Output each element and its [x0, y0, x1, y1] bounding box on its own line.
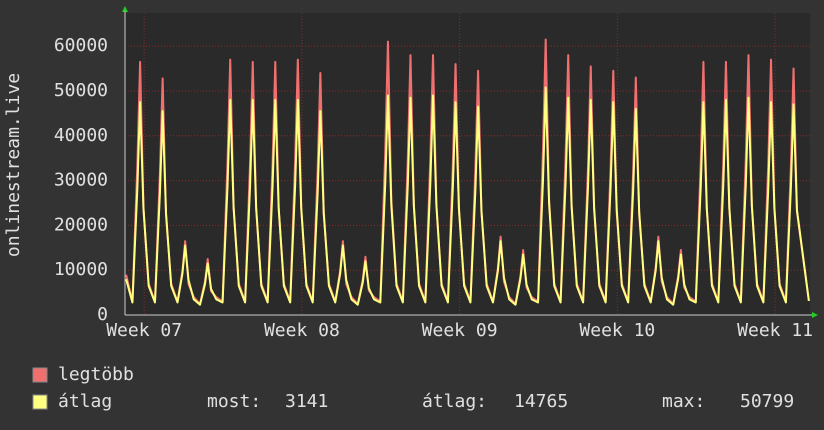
x-arrow — [812, 312, 818, 318]
stat-label: átlag: — [422, 391, 487, 412]
stat-value: 50799 — [740, 391, 794, 412]
y-tick-label: 0 — [97, 304, 108, 325]
stat-label: max: — [662, 391, 705, 412]
legend-swatch — [32, 367, 48, 383]
y-tick-label: 10000 — [54, 259, 108, 280]
legend-label: legtöbb — [58, 364, 134, 385]
y-tick-label: 30000 — [54, 170, 108, 191]
legend: legtöbb átlag most: 3141 átlag: 14765 max: 5079… — [32, 364, 794, 412]
legend-label: átlag — [58, 391, 112, 412]
y-axis-label: onlinestream.live — [3, 73, 24, 257]
stat-value: 3141 — [285, 391, 328, 412]
y-tick-label: 50000 — [54, 80, 108, 101]
y-tick-label: 20000 — [54, 214, 108, 235]
stat-value: 14765 — [514, 391, 568, 412]
y-arrow — [122, 6, 128, 12]
legend-swatch — [32, 394, 48, 410]
plot-area — [125, 13, 810, 315]
stat-label: most: — [207, 391, 261, 412]
x-tick-label: Week 07 — [106, 320, 182, 341]
y-tick-label: 60000 — [54, 35, 108, 56]
y-tick-label: 40000 — [54, 125, 108, 146]
x-tick-label: Week 11 — [737, 320, 813, 341]
x-tick-label: Week 08 — [264, 320, 340, 341]
plot: 0 10000 20000 30000 40000 50000 60000 Week 07 We… — [54, 11, 813, 341]
x-tick-label: Week 09 — [422, 320, 498, 341]
line — [125, 86, 810, 306]
x-tick-label: Week 10 — [579, 320, 655, 341]
